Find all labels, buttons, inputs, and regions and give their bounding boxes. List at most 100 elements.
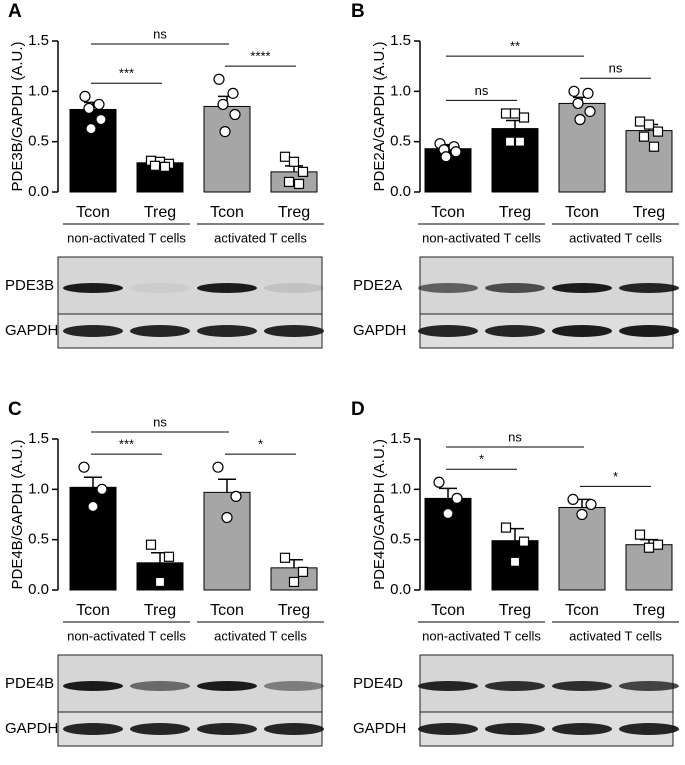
significance-label: **	[510, 39, 520, 54]
blot-label: PDE4D	[353, 675, 403, 692]
blot-band	[418, 681, 478, 691]
data-point	[95, 113, 107, 126]
data-point	[450, 146, 462, 158]
data-point	[219, 126, 231, 138]
significance-label: *	[613, 469, 618, 484]
y-tick-label: 1.5	[28, 32, 49, 49]
group-label: activated T cells	[214, 628, 307, 643]
blot-band	[130, 681, 190, 691]
data-point	[83, 102, 95, 115]
data-point	[78, 461, 90, 473]
data-point	[585, 498, 597, 511]
blot-band	[197, 283, 257, 293]
data-point	[154, 576, 166, 588]
blot-band	[264, 723, 324, 735]
bar	[203, 105, 251, 193]
group-label: activated T cells	[569, 628, 662, 643]
blot-band	[63, 723, 123, 735]
data-point	[85, 122, 97, 135]
x-tick-label: Tcon	[431, 204, 465, 221]
panel-letter: B	[351, 1, 365, 22]
blot-band	[552, 681, 612, 691]
blot-band	[619, 723, 679, 735]
panel: A PDE3B/GAPDH (A.U.) 0.0 0.5 1.0 1.5 Tcon Treg T…	[5, 1, 324, 349]
x-tick-label: Treg	[144, 602, 176, 619]
blot-band	[197, 723, 257, 735]
y-tick-label: 1.0	[390, 82, 411, 99]
y-tick-label: 1.5	[390, 430, 411, 447]
data-point	[634, 116, 646, 127]
data-point	[652, 539, 664, 550]
data-point	[96, 483, 108, 495]
blot-band	[264, 681, 324, 691]
x-tick-label: Treg	[499, 602, 531, 619]
bar	[69, 108, 117, 193]
data-point	[79, 90, 91, 102]
data-point	[283, 176, 295, 188]
panel: C PDE4B/GAPDH (A.U.) 0.0 0.5 1.0 1.5 Tcon Treg T…	[5, 399, 324, 747]
data-point	[567, 493, 579, 506]
y-tick-label: 0.0	[28, 581, 49, 598]
significance-label: *	[258, 437, 263, 452]
blot-band	[264, 283, 324, 293]
data-point	[87, 500, 99, 513]
blot-label: GAPDH	[5, 720, 58, 737]
significance-label: ns	[508, 429, 522, 444]
data-point	[500, 522, 512, 533]
blot-band	[619, 681, 679, 691]
data-point	[574, 113, 586, 126]
data-point	[440, 151, 452, 163]
y-tick-label: 1.5	[390, 32, 411, 49]
group-label: activated T cells	[214, 230, 307, 245]
y-tick-label: 1.0	[28, 480, 49, 497]
group-label: activated T cells	[569, 230, 662, 245]
blot-band	[130, 283, 190, 293]
group-label: non-activated T cells	[67, 628, 186, 643]
blot-band	[418, 723, 478, 735]
data-point	[648, 141, 660, 152]
data-point	[634, 529, 646, 540]
bar	[558, 506, 606, 591]
data-point	[584, 105, 596, 118]
blot-band	[485, 325, 545, 337]
x-tick-label: Tcon	[565, 204, 599, 221]
data-point	[229, 108, 241, 121]
data-point	[213, 73, 225, 85]
data-point	[504, 136, 516, 147]
blot-band	[197, 681, 257, 691]
x-tick-label: Treg	[144, 204, 176, 221]
y-axis-label: PDE3B/GAPDH (A.U.)	[9, 41, 26, 191]
data-point	[638, 131, 650, 142]
x-tick-label: Tcon	[431, 602, 465, 619]
data-point	[293, 178, 305, 190]
x-tick-label: Tcon	[76, 602, 110, 619]
blot-label: GAPDH	[5, 322, 58, 339]
panel-letter: C	[8, 399, 22, 420]
y-axis-label: PDE2A/GAPDH (A.U.)	[371, 41, 388, 191]
data-point	[582, 87, 594, 99]
y-tick-label: 0.0	[390, 183, 411, 200]
data-point	[297, 166, 309, 177]
data-point	[288, 156, 300, 167]
group-label: non-activated T cells	[67, 230, 186, 245]
blot-band	[130, 325, 190, 337]
x-tick-label: Tcon	[210, 602, 244, 619]
blot-band	[552, 325, 612, 337]
blot-band	[485, 723, 545, 735]
data-point	[149, 160, 161, 171]
data-point	[227, 87, 239, 99]
blot-label: PDE3B	[5, 277, 54, 294]
significance-label: *	[479, 452, 484, 467]
significance-label: ns	[609, 61, 623, 76]
y-axis-label: PDE4B/GAPDH (A.U.)	[9, 439, 26, 589]
data-point	[509, 556, 521, 567]
panel-letter: A	[8, 1, 22, 22]
y-tick-label: 0.5	[390, 133, 411, 150]
y-tick-label: 0.5	[390, 531, 411, 548]
significance-label: ns	[153, 26, 167, 41]
y-tick-label: 0.5	[28, 531, 49, 548]
panel-letter: D	[351, 399, 365, 420]
data-point	[217, 98, 229, 111]
y-tick-label: 1.0	[28, 82, 49, 99]
